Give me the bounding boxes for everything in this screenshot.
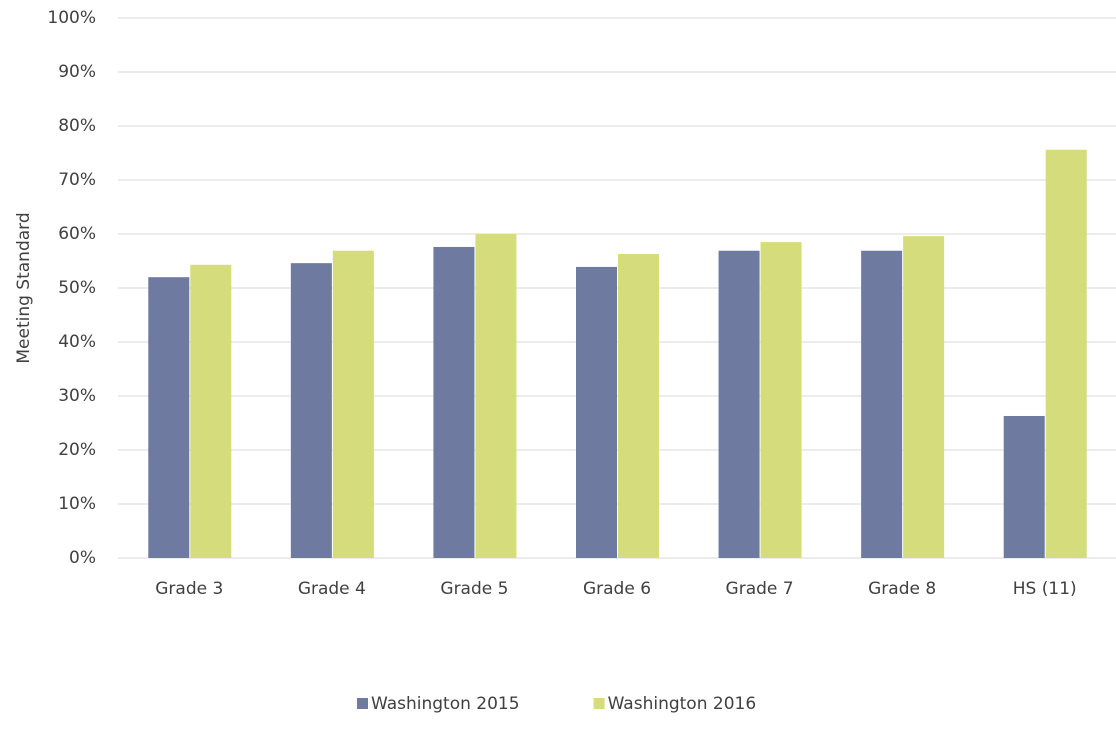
y-tick-label: 60% (58, 224, 96, 244)
y-tick-label: 50% (58, 278, 96, 298)
y-axis-label: Meeting Standard (14, 212, 34, 363)
bar (861, 250, 903, 559)
bar (1003, 415, 1045, 558)
bar (475, 234, 517, 558)
x-tick-label: Grade 6 (583, 579, 651, 599)
bar (1045, 149, 1087, 558)
x-tick-label: Grade 7 (726, 579, 794, 599)
y-tick-label: 80% (58, 116, 96, 136)
bar (290, 263, 332, 558)
bar (718, 250, 760, 559)
legend-swatch (357, 698, 368, 709)
x-tick-label: Grade 5 (440, 579, 508, 599)
x-tick-label: Grade 3 (155, 579, 223, 599)
x-tick-label: HS (11) (1013, 579, 1077, 599)
bar (332, 250, 374, 559)
y-tick-label: 70% (58, 170, 96, 190)
bar (618, 253, 659, 559)
y-tick-label: 0% (69, 548, 96, 568)
legend-label: Washington 2015 (371, 694, 520, 714)
y-tick-label: 30% (58, 386, 96, 406)
bar (576, 266, 617, 558)
legend-label: Washington 2016 (608, 694, 757, 714)
bar (760, 242, 802, 558)
legend-swatch (593, 698, 605, 709)
y-tick-label: 90% (58, 62, 96, 82)
y-tick-label: 10% (58, 494, 96, 514)
bar (903, 236, 945, 558)
bar (148, 277, 190, 558)
x-tick-label: Grade 8 (868, 579, 936, 599)
y-tick-label: 40% (58, 332, 96, 352)
bar (190, 264, 232, 558)
x-tick-label: Grade 4 (298, 579, 366, 599)
bar (433, 246, 475, 558)
y-tick-label: 20% (58, 440, 96, 460)
y-tick-label: 100% (47, 8, 96, 28)
